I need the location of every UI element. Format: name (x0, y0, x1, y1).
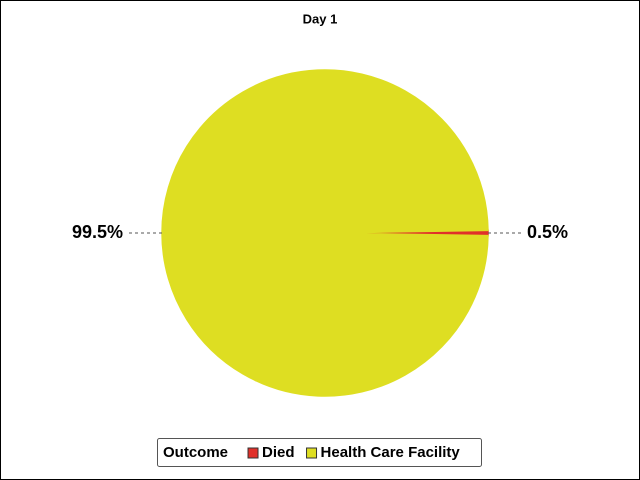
legend-label: Died (262, 444, 295, 461)
legend-title: Outcome (163, 444, 228, 461)
legend-swatch (247, 447, 259, 459)
legend: Outcome Died Health Care Facility (163, 444, 460, 461)
legend-label: Health Care Facility (321, 444, 461, 461)
pie: 0.5% 99.5% (72, 69, 568, 397)
data-label: 99.5% (72, 222, 123, 242)
data-label: 0.5% (527, 222, 568, 242)
chart-title: Day 1 (303, 11, 338, 26)
pie-slice (161, 69, 489, 397)
legend-box (157, 438, 482, 467)
legend-swatch (306, 447, 318, 459)
